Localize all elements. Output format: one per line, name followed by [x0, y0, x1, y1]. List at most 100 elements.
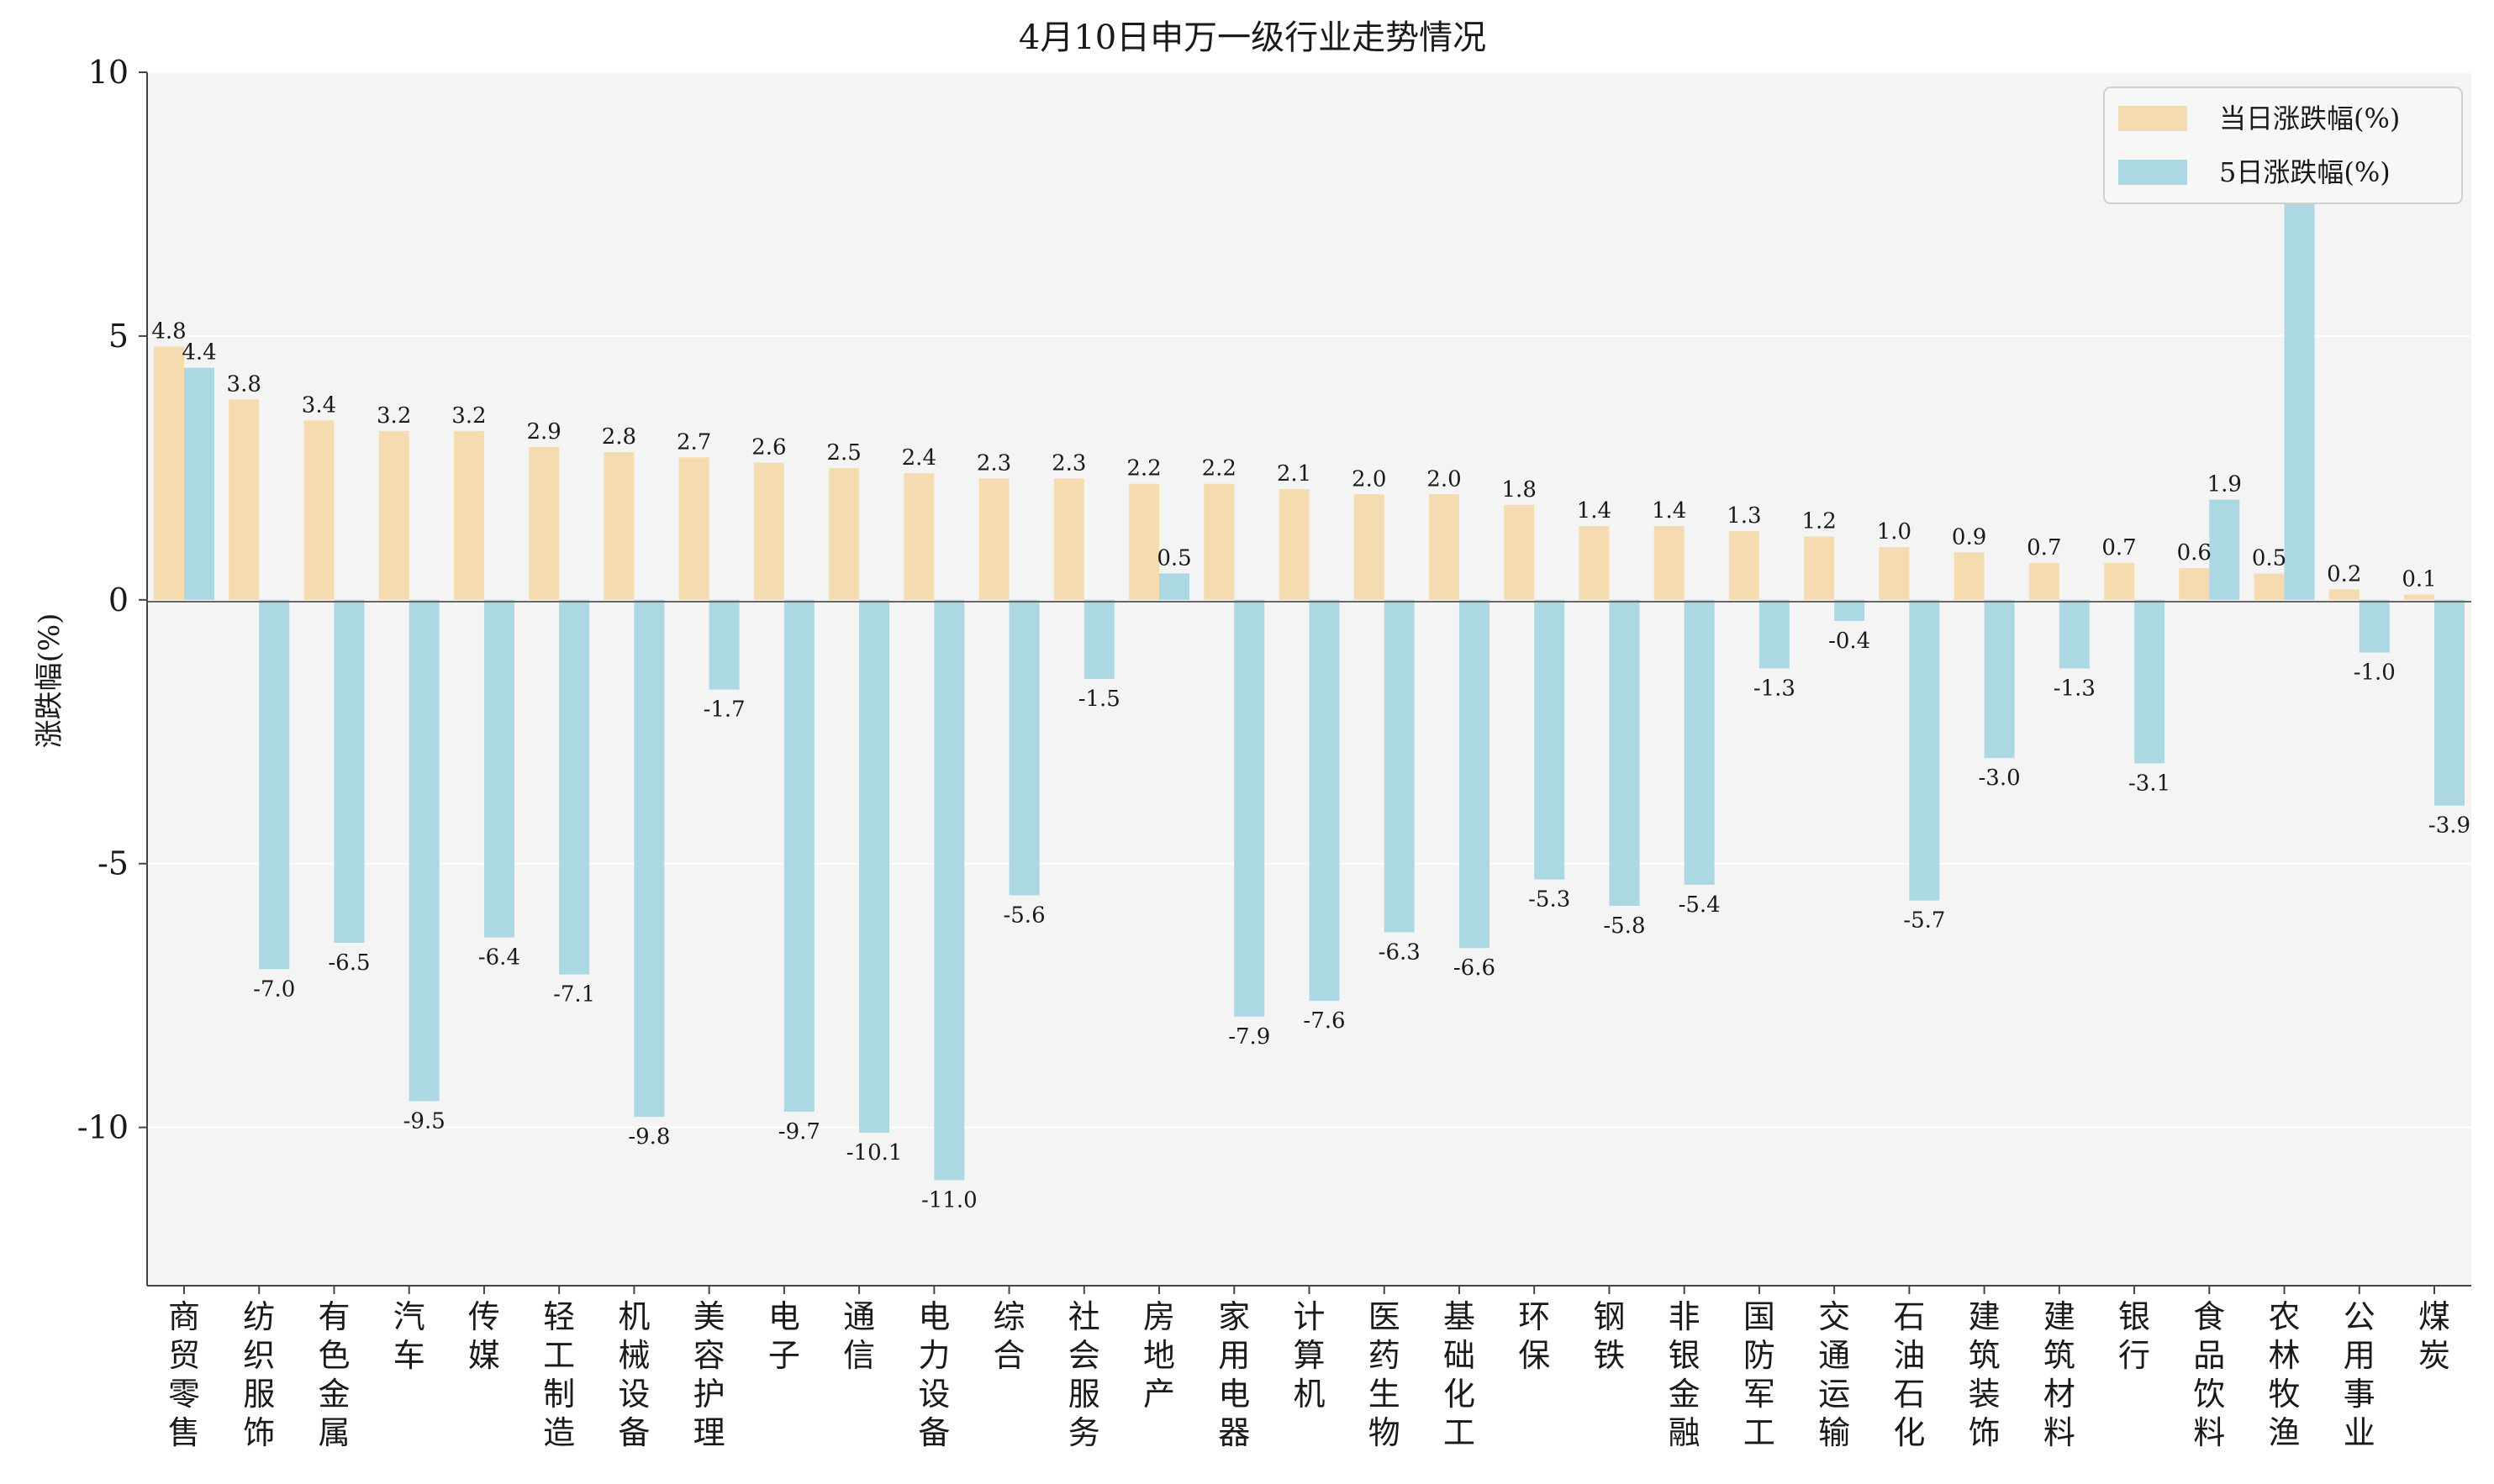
bar-5day: [2059, 599, 2090, 669]
bar-5day: [1384, 599, 1415, 933]
x-tick-label: 防: [1743, 1337, 1775, 1374]
x-tick-label: 饰: [243, 1414, 275, 1451]
x-tick-label: 基: [1443, 1298, 1475, 1335]
x-tick-label: 制: [543, 1376, 575, 1413]
bars: [154, 145, 2465, 1181]
x-tick-label: 煤: [2418, 1298, 2450, 1335]
y-tick-label: 0: [108, 581, 129, 618]
data-label-5day: -1.7: [704, 697, 746, 723]
bar-daily: [229, 399, 260, 600]
data-label-daily: 2.6: [751, 435, 786, 460]
bar-daily: [1353, 494, 1384, 600]
x-tick-label: 料: [2043, 1414, 2075, 1451]
bar-daily: [303, 420, 335, 600]
x-tick-label: 房: [1143, 1298, 1175, 1335]
x-tick-label: 运: [1818, 1376, 1850, 1413]
bar-5day: [1834, 599, 1865, 621]
x-tick-label: 筑: [1969, 1337, 2001, 1374]
x-tick-label: 售: [168, 1414, 200, 1451]
x-tick-label: 炭: [2418, 1337, 2450, 1374]
x-tick-label: 银: [1669, 1337, 1700, 1374]
bar-5day: [1309, 599, 1340, 1001]
x-tick-label: 农: [2269, 1298, 2301, 1335]
data-label-daily: 1.8: [1502, 477, 1537, 503]
data-label-5day: 0.5: [1157, 545, 1191, 571]
bar-daily: [529, 446, 560, 600]
bar-5day: [859, 599, 890, 1133]
x-tick-label: 器: [1218, 1414, 1250, 1451]
legend-swatch-5day: [2118, 160, 2187, 185]
x-tick-label: 地: [1143, 1337, 1175, 1374]
bar-daily: [2028, 562, 2059, 600]
x-tick-label: 设: [618, 1376, 650, 1413]
bar-daily: [2328, 589, 2360, 600]
x-tick-label: 算: [1293, 1337, 1325, 1374]
bar-daily: [1653, 525, 1685, 600]
x-tick-label: 产: [1143, 1376, 1175, 1413]
data-label-daily: 4.8: [151, 318, 186, 344]
data-label-5day: -3.0: [1979, 766, 2021, 791]
data-label-5day: -7.6: [1303, 1008, 1345, 1034]
bar-5day: [2134, 599, 2165, 764]
data-label-5day: -9.8: [628, 1124, 670, 1150]
x-tick-label: 社: [1068, 1298, 1100, 1335]
bar-daily: [1204, 483, 1235, 600]
bar-5day: [1009, 599, 1040, 896]
data-label-5day: -3.9: [2428, 813, 2470, 839]
x-tick-label: 饮: [2193, 1376, 2225, 1413]
data-label-daily: 2.2: [1126, 456, 1161, 482]
bar-daily: [904, 473, 935, 600]
x-tick-label: 筑: [2043, 1337, 2075, 1374]
bar-daily: [1279, 488, 1310, 600]
data-label-5day: -5.3: [1528, 887, 1570, 913]
x-tick-label: 钢: [1593, 1298, 1625, 1335]
data-label-5day: -6.6: [1453, 955, 1495, 981]
bar-daily: [1879, 547, 1910, 600]
data-label-daily: 0.7: [2101, 535, 2136, 560]
x-tick-label: 贸: [168, 1337, 200, 1374]
bar-5day: [2359, 599, 2390, 653]
legend-label-5day: 5日涨跌幅(%): [2219, 156, 2391, 188]
x-tick-label: 化: [1893, 1414, 1925, 1451]
bar-5day: [709, 599, 740, 690]
x-tick-label: 料: [2193, 1414, 2225, 1451]
bar-5day: [559, 599, 590, 975]
bar-daily: [1954, 552, 1985, 600]
x-tick-label: 容: [693, 1337, 725, 1374]
data-label-5day: -5.4: [1679, 892, 1721, 918]
data-label-daily: 2.8: [602, 424, 636, 450]
data-label-daily: 2.9: [526, 419, 561, 445]
x-tick-label: 务: [1068, 1414, 1100, 1451]
bar-5day: [1458, 599, 1490, 949]
y-tick-label: 5: [108, 318, 129, 355]
bar-5day: [1984, 599, 2015, 759]
bar-daily: [378, 430, 409, 600]
x-tick-label: 输: [1818, 1414, 1850, 1451]
data-label-5day: -6.4: [478, 945, 520, 971]
bar-daily: [1579, 525, 1610, 600]
bar-daily: [1428, 494, 1459, 600]
x-tick-label: 金: [1669, 1376, 1700, 1413]
legend-box: [2103, 87, 2463, 204]
bar-5day: [483, 599, 514, 938]
x-tick-label: 医: [1368, 1298, 1400, 1335]
bar-5day: [2284, 145, 2315, 600]
x-tick-label: 石: [1893, 1376, 1925, 1413]
data-label-5day: -7.9: [1228, 1024, 1270, 1050]
x-tick-label: 用: [1218, 1337, 1250, 1374]
bar-5day: [1084, 599, 1115, 679]
x-tick-label: 综: [994, 1298, 1026, 1335]
bar-5day: [783, 599, 815, 1112]
x-tick-label: 织: [243, 1337, 275, 1374]
bar-daily: [2104, 562, 2135, 600]
data-labels: 4.84.4 3.8 -7.0 3.4 -6.5 3.2 -9.5 3.2 -6.4 2.9 -7.…: [151, 318, 2470, 1213]
data-label-daily: 2.2: [1202, 456, 1236, 482]
x-tick-label: 美: [693, 1298, 725, 1335]
x-tick-label: 计: [1293, 1298, 1325, 1335]
x-tick-label: 石: [1893, 1298, 1925, 1335]
x-tick-label: 建: [1969, 1298, 2001, 1335]
data-label-5day: -9.7: [778, 1119, 820, 1145]
x-tick-label: 非: [1669, 1298, 1700, 1335]
x-tick-label: 合: [994, 1337, 1026, 1374]
x-tick-label: 公: [2344, 1298, 2375, 1335]
